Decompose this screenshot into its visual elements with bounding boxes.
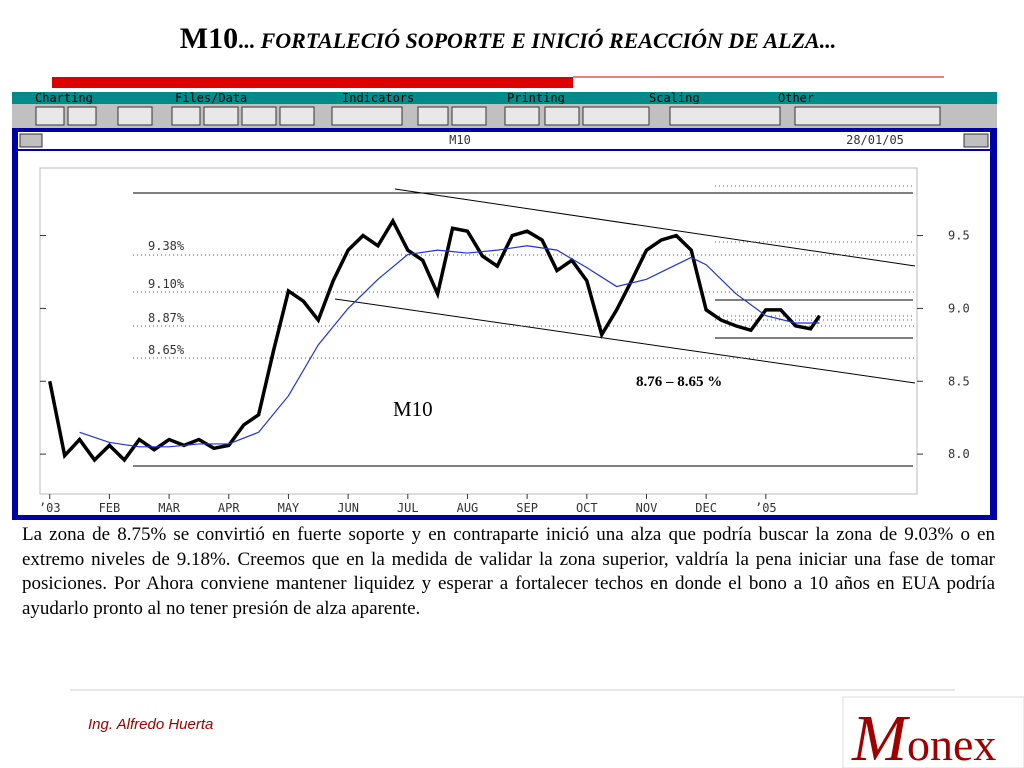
window-titlebar [18, 132, 990, 149]
x-tick-label: DEC [695, 501, 717, 515]
x-tick-label: NOV [636, 501, 658, 515]
body-text: La zona de 8.75% se convirtió en fuerte … [22, 524, 995, 619]
x-tick-label: MAR [158, 501, 180, 515]
author: Ing. Alfredo Huerta [88, 716, 213, 733]
x-tick-label: MAY [278, 501, 300, 515]
y-tick-label: 9.0 [948, 301, 970, 315]
menu-item[interactable]: Scaling [649, 91, 700, 105]
tool-button[interactable] [203, 106, 239, 126]
tool-button[interactable] [171, 106, 201, 126]
plot-frame [39, 167, 918, 495]
tool-button[interactable] [279, 106, 315, 126]
x-tick-label: ’05 [755, 501, 777, 515]
series-annotation: M10 [393, 397, 433, 421]
window-date: 28/01/05 [846, 133, 904, 147]
range-annotation: 8.76 – 8.65 % [636, 374, 722, 390]
menu-item[interactable]: Printing [507, 91, 565, 105]
x-tick-label: APR [218, 501, 240, 515]
tool-button[interactable] [241, 106, 277, 126]
price-line [48, 217, 821, 463]
title-rest: FORTALECIÓ SOPORTE E INICIÓ REACCIÓN DE … [260, 28, 837, 53]
level-label: 8.65% [148, 343, 185, 357]
tool-button[interactable] [35, 106, 65, 126]
title-main: M10 [180, 22, 238, 55]
logo-box [842, 696, 1024, 768]
red-bar [52, 77, 573, 88]
menu-bar [12, 92, 997, 104]
level-label: 9.38% [148, 239, 185, 253]
menu-item[interactable]: Other [778, 91, 814, 105]
tool-button[interactable] [794, 106, 941, 126]
tool-button[interactable] [331, 106, 403, 126]
tool-button[interactable] [504, 106, 540, 126]
y-tick-label: 9.5 [948, 229, 970, 243]
plot-background [18, 151, 990, 515]
level-label: 8.87% [148, 311, 185, 325]
x-tick-label: SEP [516, 501, 538, 515]
drawn-lines [133, 188, 916, 467]
tool-button[interactable] [669, 106, 781, 126]
tool-button[interactable] [117, 106, 153, 126]
level-label: 9.10% [148, 277, 185, 291]
tool-button[interactable] [417, 106, 449, 126]
x-tick-label: JUL [397, 501, 419, 515]
toolbar-buttons [35, 106, 941, 126]
tool-button[interactable] [544, 106, 580, 126]
x-tick-label: OCT [576, 501, 598, 515]
moving-average-line [79, 245, 820, 448]
menu-item[interactable]: Indicators [342, 91, 414, 105]
window-resize-button[interactable] [963, 133, 989, 148]
tool-button[interactable] [67, 106, 97, 126]
menu: Charting Files/Data Indicators Printing Scal… [35, 91, 814, 105]
y-tick-label: 8.0 [948, 447, 970, 461]
x-tick-label: AUG [457, 501, 479, 515]
channel-upper [394, 188, 916, 267]
window-menu-button[interactable] [19, 133, 43, 148]
x-tick-label: JUN [337, 501, 359, 515]
x-tick-label: ’03 [39, 501, 61, 515]
logo: Monex [851, 702, 996, 768]
window-title: M10 [449, 133, 471, 147]
x-tick-label: FEB [99, 501, 121, 515]
tool-button[interactable] [582, 106, 650, 126]
logo-rest: onex [907, 719, 996, 768]
menu-item[interactable]: Charting [35, 91, 93, 105]
menu-item[interactable]: Files/Data [175, 91, 247, 105]
slide-title: M10... FORTALECIÓ SOPORTE E INICIÓ REACCI… [180, 22, 836, 55]
y-tick-label: 8.5 [948, 374, 970, 388]
logo-m: M [851, 702, 911, 768]
plot: 8.0 8.5 9.0 9.5 ’03 FEB MAR APR MAY JUN JUL AUG SEP O… [39, 217, 970, 515]
title-dots: ... [238, 28, 255, 53]
channel-lower [334, 298, 916, 384]
tool-button[interactable] [451, 106, 487, 126]
